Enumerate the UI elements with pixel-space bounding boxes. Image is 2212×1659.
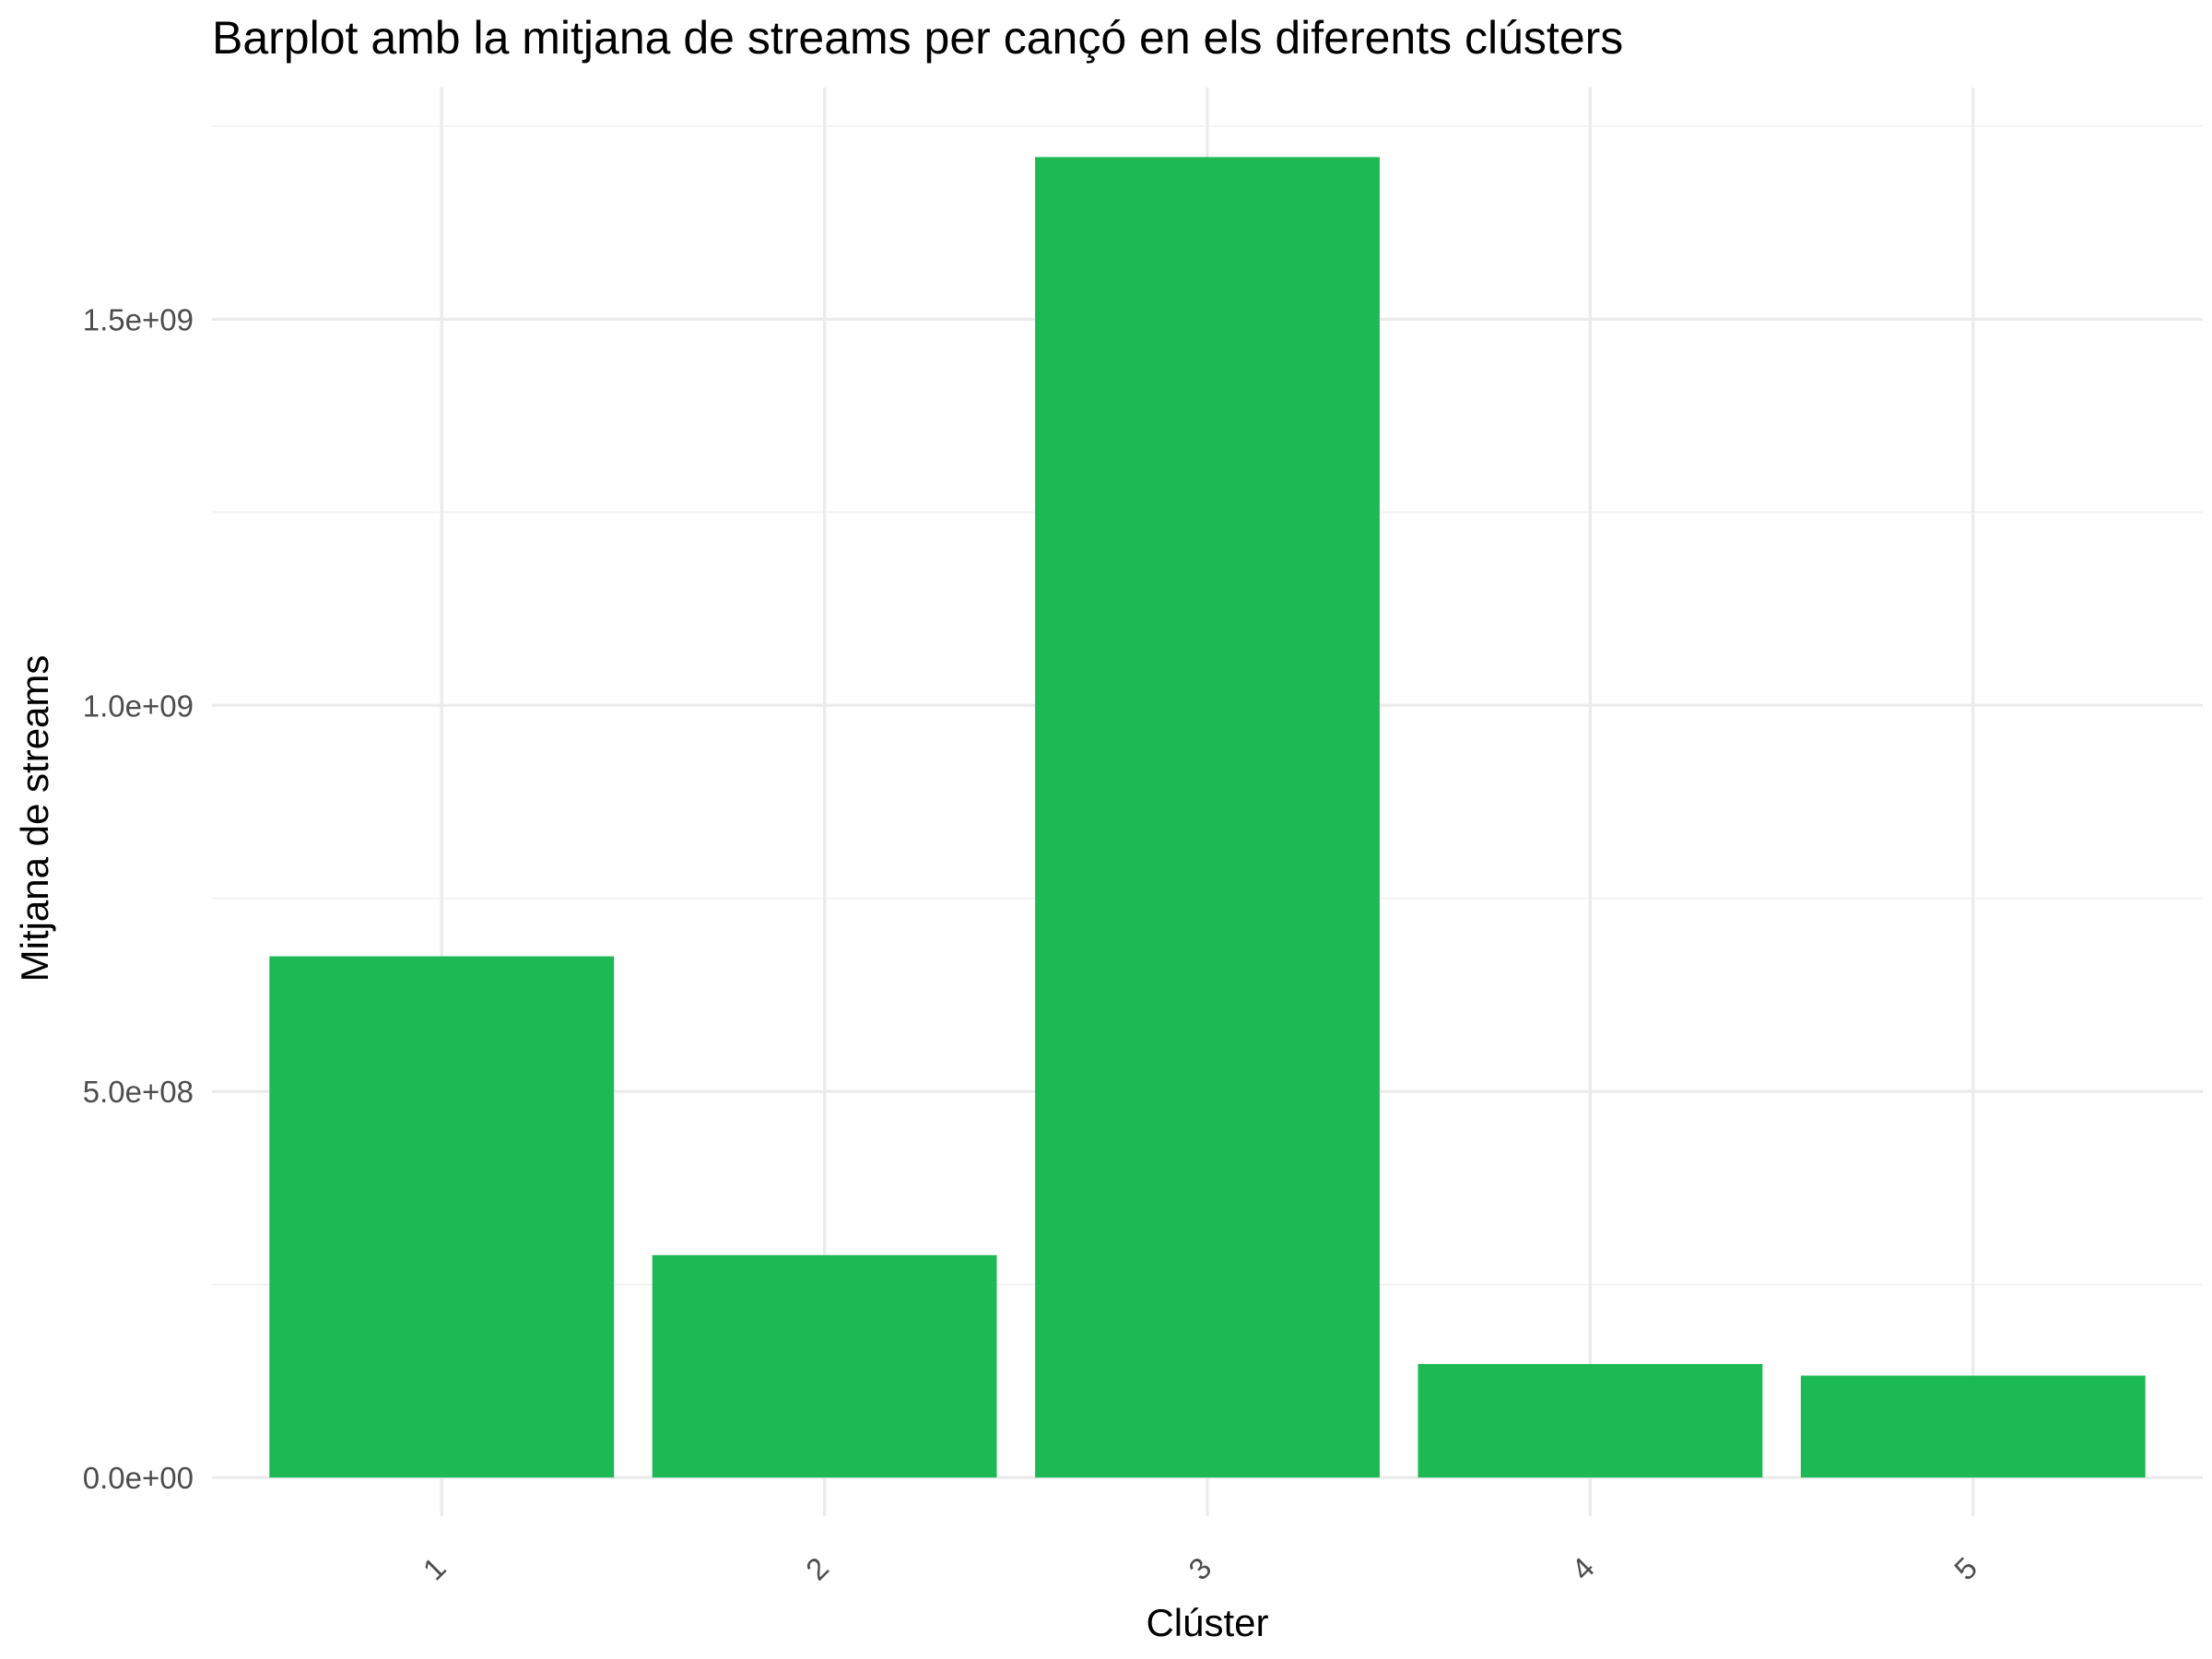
bar-cluster-5	[1800, 1375, 2146, 1478]
y-tick-label: 5.0e+08	[83, 1075, 194, 1109]
bar-cluster-2	[652, 1254, 997, 1478]
bar-cluster-3	[1035, 157, 1380, 1478]
y-axis-title: Mitjana de streams	[13, 655, 56, 982]
y-tick-label: 1.5e+09	[83, 302, 194, 336]
x-tick-label: 5	[1947, 1550, 1983, 1586]
x-axis-ticks: 1 2 3 4 5	[417, 1550, 1984, 1586]
x-tick-label: 2	[799, 1550, 835, 1586]
x-tick-label: 4	[1565, 1550, 1601, 1586]
x-tick-label: 3	[1182, 1550, 1218, 1586]
bar-cluster-4	[1418, 1363, 1763, 1478]
bars	[269, 157, 2146, 1478]
chart-title: Barplot amb la mitjana de streams per ca…	[212, 12, 1623, 64]
x-axis-title: Clúster	[1146, 1601, 1268, 1644]
x-tick-label: 1	[417, 1550, 453, 1586]
y-tick-label: 0.0e+00	[83, 1461, 194, 1495]
y-axis-ticks: 0.0e+00 5.0e+08 1.0e+09 1.5e+09	[83, 302, 194, 1495]
bar-cluster-1	[269, 956, 615, 1478]
y-tick-label: 1.0e+09	[83, 688, 194, 723]
